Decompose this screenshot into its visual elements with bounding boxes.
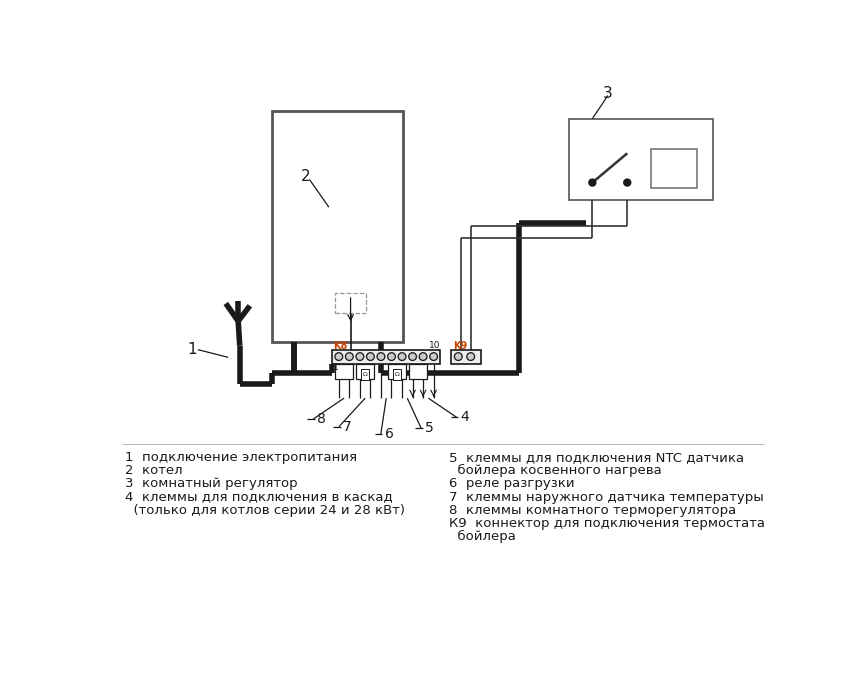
Circle shape [398,353,406,360]
Circle shape [409,353,416,360]
Text: 3: 3 [603,85,613,101]
Text: 5: 5 [425,421,434,435]
Bar [272,111,403,342]
Circle shape [388,353,396,360]
Text: 5  клеммы для подключения NTC датчика: 5 клеммы для подключения NTC датчика [449,452,744,464]
Text: 6: 6 [384,427,393,442]
Text: (только для котлов серии 24 и 28 кВт): (только для котлов серии 24 и 28 кВт) [125,504,405,517]
Bar [388,363,406,379]
Text: 4  клеммы для подключения в каскад: 4 клеммы для подключения в каскад [125,491,393,503]
Circle shape [366,353,374,360]
Circle shape [419,353,427,360]
Bar [335,293,366,314]
Bar [332,349,441,363]
Bar [356,363,374,379]
Text: 10: 10 [429,342,441,350]
Text: 2: 2 [301,169,310,184]
Bar [651,150,697,188]
Text: бойлера: бойлера [449,530,516,543]
Circle shape [377,353,384,360]
Bar [409,363,427,379]
Text: 1  подключение электропитания: 1 подключение электропитания [125,452,357,464]
Circle shape [467,353,474,360]
Bar [451,349,480,363]
Text: 3  комнатный регулятор: 3 комнатный регулятор [125,477,298,491]
Bar [335,363,353,379]
Text: К9  коннектор для подключения термостата: К9 коннектор для подключения термостата [449,517,765,530]
Circle shape [589,179,596,186]
Text: 2  котел: 2 котел [125,464,182,477]
Text: K9: K9 [453,341,467,351]
Bar [569,118,713,200]
Circle shape [356,353,364,360]
Text: Ω: Ω [394,372,399,377]
Text: 8  клеммы комнатного терморегулятора: 8 клеммы комнатного терморегулятора [449,504,736,517]
Text: 7  клеммы наружного датчика температуры: 7 клеммы наружного датчика температуры [449,491,764,503]
Text: K8: K8 [334,341,348,351]
Text: 7: 7 [343,420,352,434]
Text: 1: 1 [187,342,196,357]
Circle shape [346,353,353,360]
Text: 6  реле разгрузки: 6 реле разгрузки [449,477,575,491]
Circle shape [429,353,437,360]
Bar [361,369,369,379]
Text: 1: 1 [333,363,339,372]
Circle shape [454,353,462,360]
Text: Ω: Ω [363,372,367,377]
Text: 4: 4 [461,410,469,424]
Text: бойлера косвенного нагрева: бойлера косвенного нагрева [449,464,662,477]
Circle shape [335,353,343,360]
Text: 8: 8 [317,412,326,426]
Bar [393,369,401,379]
Circle shape [624,179,631,186]
